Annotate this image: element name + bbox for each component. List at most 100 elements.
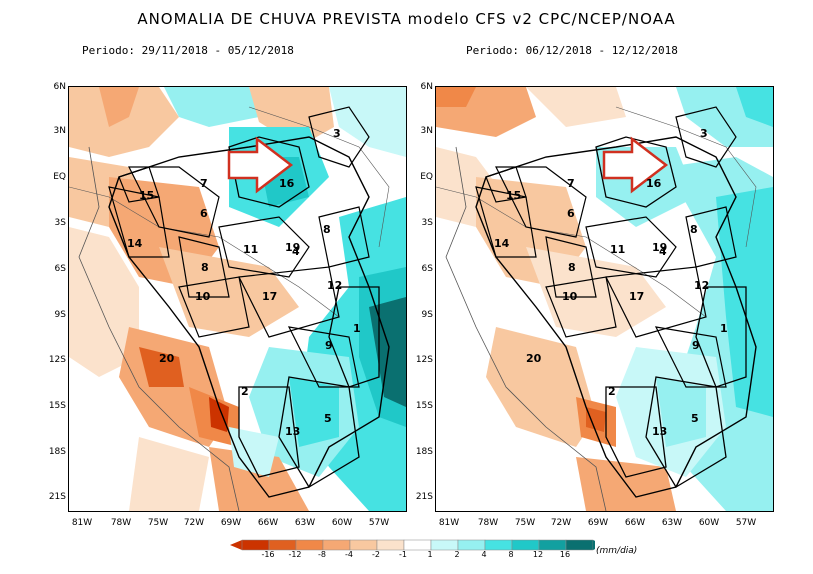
- lon-label: 69W: [587, 518, 609, 528]
- lon-label: 81W: [438, 518, 460, 528]
- basin-label: 9: [692, 339, 700, 352]
- legend-label: 16: [559, 550, 571, 559]
- basin-label: 7: [567, 177, 575, 190]
- rain-anomaly-map-left: 1 2 3 4 5 6 7 8 9 10 11 12 13 14 15 16 1…: [69, 87, 406, 511]
- lon-label: 60W: [698, 518, 720, 528]
- lat-label: 12S: [415, 355, 433, 365]
- legend-label: -2: [372, 550, 380, 559]
- lat-label: 3S: [421, 218, 433, 228]
- basin-label: 17: [629, 290, 644, 303]
- legend-label: 1: [427, 550, 433, 559]
- lon-label: 72W: [550, 518, 572, 528]
- legend-units: (mm/dia): [596, 546, 638, 556]
- legend-swatch: [457, 539, 486, 551]
- legend-swatch: [295, 539, 324, 551]
- lat-label: 6S: [54, 264, 66, 274]
- legend-labels: -16 -12 -8 -4 -2 -1 1 2 4 8 12 16: [0, 550, 813, 564]
- basin-label: 10: [195, 290, 211, 303]
- lat-label: 6N: [420, 82, 433, 92]
- legend-swatch: [241, 539, 270, 551]
- legend-label: 12: [532, 550, 544, 559]
- basin-label: 3: [333, 127, 341, 140]
- highlight-arrow: [602, 136, 669, 194]
- lat-label: 6N: [53, 82, 66, 92]
- lon-label: 57W: [735, 518, 757, 528]
- basin-label: 14: [127, 237, 143, 250]
- legend-label: -12: [288, 550, 302, 559]
- lon-label: 75W: [514, 518, 536, 528]
- lon-label: 81W: [71, 518, 93, 528]
- lon-label: 78W: [110, 518, 132, 528]
- legend-label: 4: [481, 550, 487, 559]
- basin-label: 12: [694, 279, 709, 292]
- legend-label: -16: [261, 550, 275, 559]
- legend-swatch: [430, 539, 459, 551]
- lon-label: 78W: [477, 518, 499, 528]
- map-panel-right: 1 2 3 4 5 6 7 8 9 10 11 12 13 14 15 16 1…: [435, 86, 774, 512]
- basin-label: 16: [646, 177, 662, 190]
- legend-swatch: [565, 539, 594, 551]
- color-legend: [230, 539, 595, 551]
- lat-label: EQ: [420, 172, 433, 182]
- lon-label: 60W: [331, 518, 353, 528]
- legend-swatch: [484, 539, 513, 551]
- basin-label: 2: [241, 385, 249, 398]
- map-title: ANOMALIA DE CHUVA PREVISTA modelo CFS v2…: [137, 10, 676, 28]
- basin-label: 1: [353, 322, 361, 335]
- basin-label: 19: [285, 241, 300, 254]
- basin-label: 20: [526, 352, 542, 365]
- legend-label: -8: [318, 550, 326, 559]
- legend-arrow-left: [230, 540, 242, 550]
- basin-label: 4: [292, 245, 300, 258]
- lat-label: 9S: [421, 310, 433, 320]
- period-left: Periodo: 29/11/2018 - 05/12/2018: [82, 44, 294, 57]
- lon-label: 63W: [661, 518, 683, 528]
- basin-label: 14: [494, 237, 510, 250]
- legend-label: -1: [399, 550, 407, 559]
- basin-label: 6: [567, 207, 575, 220]
- basin-label: 4: [659, 245, 667, 258]
- basin-label: 5: [324, 412, 332, 425]
- basin-label: 5: [691, 412, 699, 425]
- legend-label: 2: [454, 550, 460, 559]
- basin-label: 8: [690, 223, 698, 236]
- lon-label: 75W: [147, 518, 169, 528]
- basin-label: 12: [327, 279, 342, 292]
- lat-label: 18S: [48, 447, 66, 457]
- basin-label: 8: [568, 261, 576, 274]
- lat-label: 3S: [54, 218, 66, 228]
- basin-label: 15: [139, 189, 154, 202]
- highlight-arrow: [227, 136, 294, 194]
- basin-label: 10: [562, 290, 578, 303]
- basin-label: 3: [700, 127, 708, 140]
- legend-swatch: [538, 539, 567, 551]
- period-right: Periodo: 06/12/2018 - 12/12/2018: [466, 44, 678, 57]
- lon-label: 66W: [257, 518, 279, 528]
- lat-label: 15S: [48, 401, 66, 411]
- legend-label: 8: [508, 550, 514, 559]
- basin-label: 13: [285, 425, 300, 438]
- basin-label: 15: [506, 189, 521, 202]
- lat-label: 3N: [420, 126, 433, 136]
- legend-swatch: [349, 539, 378, 551]
- lon-label: 66W: [624, 518, 646, 528]
- lat-label: 21S: [48, 492, 66, 502]
- basin-label: 9: [325, 339, 333, 352]
- lat-label: 18S: [415, 447, 433, 457]
- basin-label: 8: [323, 223, 331, 236]
- legend-swatch: [322, 539, 351, 551]
- legend-label: -4: [345, 550, 353, 559]
- lon-label: 63W: [294, 518, 316, 528]
- lon-label: 72W: [183, 518, 205, 528]
- basin-label: 8: [201, 261, 209, 274]
- legend-arrow-right: [593, 540, 595, 550]
- lat-label: 15S: [415, 401, 433, 411]
- basin-label: 13: [652, 425, 667, 438]
- lat-label: EQ: [53, 172, 66, 182]
- basin-label: 7: [200, 177, 208, 190]
- legend-swatch: [403, 539, 432, 551]
- basin-label: 6: [200, 207, 208, 220]
- legend-swatch: [268, 539, 297, 551]
- basin-label: 16: [279, 177, 295, 190]
- basin-label: 11: [610, 243, 625, 256]
